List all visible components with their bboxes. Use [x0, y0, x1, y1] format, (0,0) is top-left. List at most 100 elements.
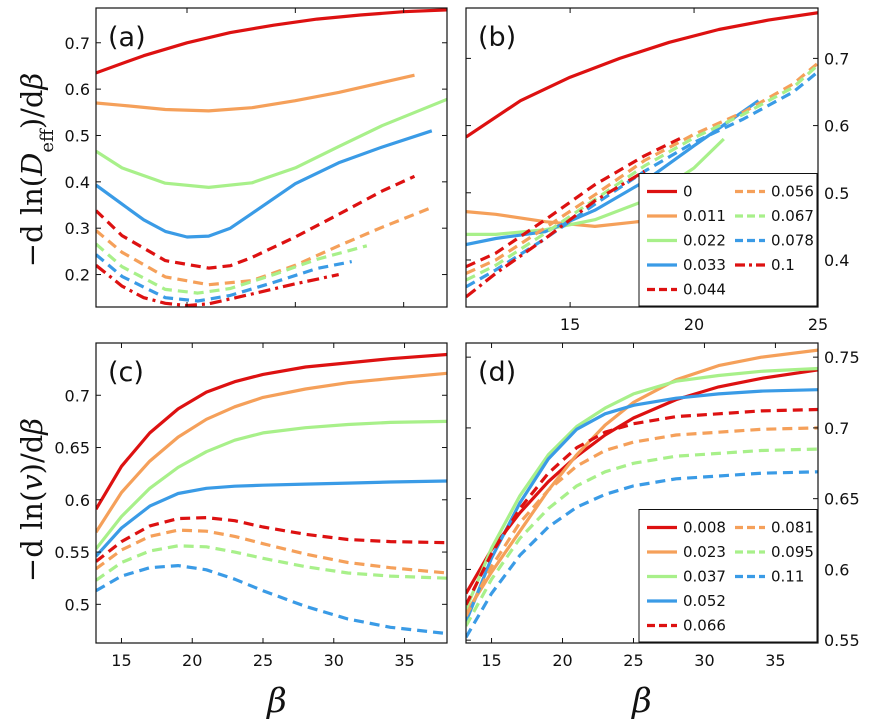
x-tick-label: 15	[111, 651, 131, 670]
legend-label: 0.033	[683, 256, 726, 274]
series-line-0.081	[96, 528, 447, 575]
panel-label: (b)	[478, 22, 516, 53]
series-line-0.067	[466, 63, 818, 282]
legend-label: 0.067	[771, 207, 814, 225]
y-tick-label: 0.7	[65, 34, 90, 53]
legend-label: 0.078	[771, 232, 814, 250]
y-tick-label: 0.7	[824, 49, 849, 68]
series-line-0.033	[466, 99, 760, 247]
panel-d: 15 20 25 30 35 0.55 0.6 0.65 0.7 0.75 (d) 0.008 0.02…	[465, 342, 860, 670]
plot-frame	[465, 342, 819, 644]
series-line-0.056	[96, 206, 431, 287]
legend-label: 0.1	[771, 256, 795, 274]
y-tick-label: 0.6	[824, 117, 849, 136]
series-group	[96, 352, 447, 636]
x-tick-label: 15	[481, 651, 501, 670]
legend: 0 0.011 0.022 0.033 0.044 0.056 0.067 0.078 0.1	[638, 173, 818, 307]
series-line-0	[96, 8, 447, 75]
plot-frame	[95, 7, 448, 308]
x-tick-label: 20	[684, 315, 704, 334]
legend-label: 0.095	[771, 543, 814, 561]
y-tick-label: 0.55	[54, 543, 90, 562]
series-line-0	[466, 11, 818, 139]
legend-label: 0.11	[771, 568, 804, 586]
panel-label: (d)	[478, 357, 516, 388]
series-line-0.037	[466, 366, 818, 610]
series-group	[96, 8, 447, 307]
series-line-0.022	[466, 137, 725, 236]
y-tick-label: 0.7	[65, 386, 90, 405]
y-tick-label: 0.4	[824, 251, 849, 270]
x-axis-label-left: β	[265, 681, 287, 720]
legend-label: 0.052	[683, 592, 726, 610]
x-tick-label: 15	[560, 315, 580, 334]
x-tick-label: 30	[694, 651, 714, 670]
y-tick-label: 0.55	[824, 631, 860, 650]
legend-label: 0	[683, 183, 693, 201]
x-tick-label: 25	[808, 315, 828, 334]
series-line-0.008	[96, 352, 447, 511]
series-line-0.095	[96, 544, 447, 582]
x-tick-label: 30	[324, 651, 344, 670]
y-axis-label-bottom: −d ln(v)/dβ	[15, 418, 49, 582]
series-line-0.033	[96, 129, 433, 239]
legend-label: 0.022	[683, 232, 726, 250]
legend: 0.008 0.023 0.037 0.052 0.066 0.081 0.095 0.11	[638, 509, 818, 643]
series-line-0.11	[96, 563, 447, 636]
series-line-0.066	[466, 407, 818, 606]
series-line-0.052	[466, 388, 818, 623]
y-tick-label: 0.5	[824, 184, 849, 203]
legend-label: 0.066	[683, 617, 726, 635]
series-line-0.044	[96, 174, 416, 270]
y-tick-label: 0.65	[54, 439, 90, 458]
panel-label: (a)	[108, 22, 146, 53]
x-tick-label: 25	[623, 651, 643, 670]
y-tick-label: 0.6	[824, 560, 849, 579]
series-line-0.022	[96, 97, 447, 189]
y-tick-label: 0.5	[65, 595, 90, 614]
y-tick-label: 0.65	[824, 490, 860, 509]
x-tick-label: 20	[182, 651, 202, 670]
series-line-0.095	[466, 447, 818, 627]
y-tick-label: 0.5	[65, 126, 90, 145]
y-tick-label: 0.2	[65, 266, 90, 285]
panel-a: 0.2 0.3 0.4 0.5 0.6 0.7 (a)	[65, 7, 448, 308]
legend-label: 0.023	[683, 543, 726, 561]
y-tick-label: 0.6	[65, 80, 90, 99]
series-line-0.037	[96, 419, 447, 550]
series-line-0.023	[466, 348, 818, 615]
series-line-0.056	[466, 61, 818, 275]
y-tick-label: 0.6	[65, 491, 90, 510]
legend-label: 0.011	[683, 207, 726, 225]
plot-frame	[95, 342, 448, 644]
x-tick-label: 35	[394, 651, 414, 670]
panel-b: 15 20 25 0.4 0.5 0.6 0.7 (b) 0 0.011 0.022 0.033 0.0…	[465, 7, 849, 334]
series-group	[466, 348, 818, 639]
panel-c: 15 20 25 30 35 0.5 0.55 0.6 0.65 0.7 (c)	[54, 342, 448, 670]
series-line-0.044	[466, 136, 683, 269]
legend-label: 0.037	[683, 568, 726, 586]
series-line-0.008	[466, 368, 818, 595]
legend-label: 0.056	[771, 183, 814, 201]
y-axis-label-top: −d ln(Deff)/dβ	[15, 73, 58, 268]
series-line-0.11	[466, 470, 818, 639]
series-line-0.067	[96, 242, 368, 295]
x-axis-label-right: β	[630, 681, 652, 720]
series-line-0.066	[96, 515, 447, 563]
x-tick-label: 35	[765, 651, 785, 670]
series-line-0.011	[96, 73, 415, 113]
series-line-0.052	[96, 479, 447, 558]
x-tick-label: 20	[552, 651, 572, 670]
x-tick-label: 25	[253, 651, 273, 670]
y-tick-label: 0.4	[65, 173, 90, 192]
series-line-0.078	[96, 253, 353, 303]
panel-label: (c)	[108, 357, 144, 388]
series-line-0.1	[466, 169, 646, 299]
y-tick-label: 0.3	[65, 219, 90, 238]
legend-label: 0.008	[683, 519, 726, 537]
series-line-0.023	[96, 371, 447, 534]
legend-label: 0.081	[771, 519, 814, 537]
y-tick-label: 0.7	[824, 419, 849, 438]
plot-frame	[465, 7, 819, 308]
